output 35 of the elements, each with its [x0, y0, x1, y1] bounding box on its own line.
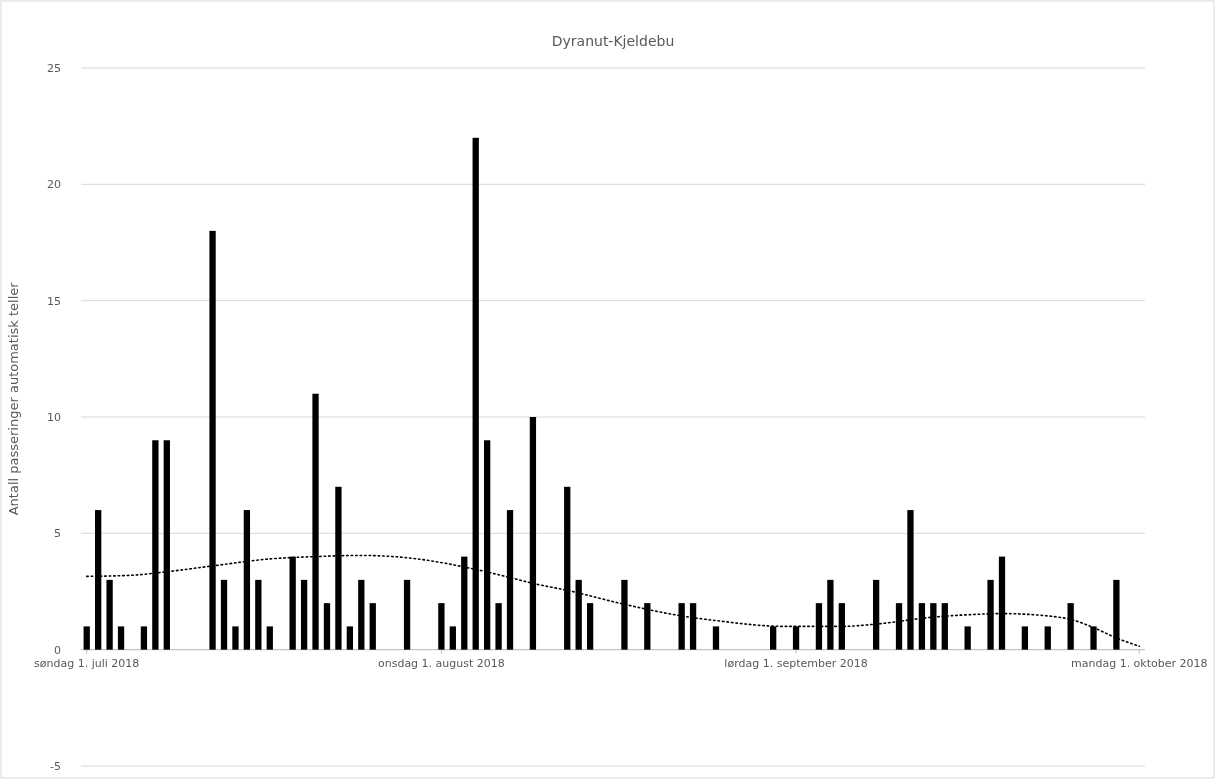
bar — [449, 626, 456, 650]
bar — [106, 579, 113, 650]
x-tick-label: mandag 1. oktober 2018 — [1071, 656, 1208, 670]
bar — [83, 626, 90, 650]
bar — [964, 626, 971, 650]
y-tick-label: 15 — [47, 294, 61, 308]
bar — [712, 626, 720, 650]
x-tick-label: lørdag 1. september 2018 — [724, 656, 868, 670]
bar — [403, 579, 411, 650]
y-tick-label: 0 — [54, 643, 61, 657]
bar — [438, 603, 445, 650]
y-tick-label: -5 — [50, 760, 61, 773]
bar — [323, 603, 331, 650]
bar — [358, 579, 365, 650]
bar — [232, 626, 239, 650]
bar — [117, 626, 125, 650]
bar — [369, 603, 376, 650]
bar — [1044, 626, 1051, 650]
x-tick-label: onsdag 1. august 2018 — [377, 656, 505, 670]
y-axis-title: Antall passeringer automatisk teller — [6, 281, 21, 516]
bar — [266, 626, 273, 650]
bar — [300, 579, 308, 650]
bar — [140, 626, 148, 650]
bar — [495, 603, 502, 650]
bar — [1021, 626, 1029, 650]
bar — [346, 626, 354, 650]
y-tick-label: 5 — [54, 527, 61, 541]
y-tick-label: 10 — [47, 411, 61, 424]
bar — [255, 579, 262, 650]
bar — [220, 579, 228, 650]
chart-title: Dyranut-Kjeldebu — [551, 33, 675, 49]
x-tick-label: søndag 1. juli 2018 — [34, 656, 140, 670]
y-tick-label: 25 — [47, 62, 61, 75]
y-tick-label: 20 — [47, 178, 61, 192]
bar — [586, 603, 594, 650]
